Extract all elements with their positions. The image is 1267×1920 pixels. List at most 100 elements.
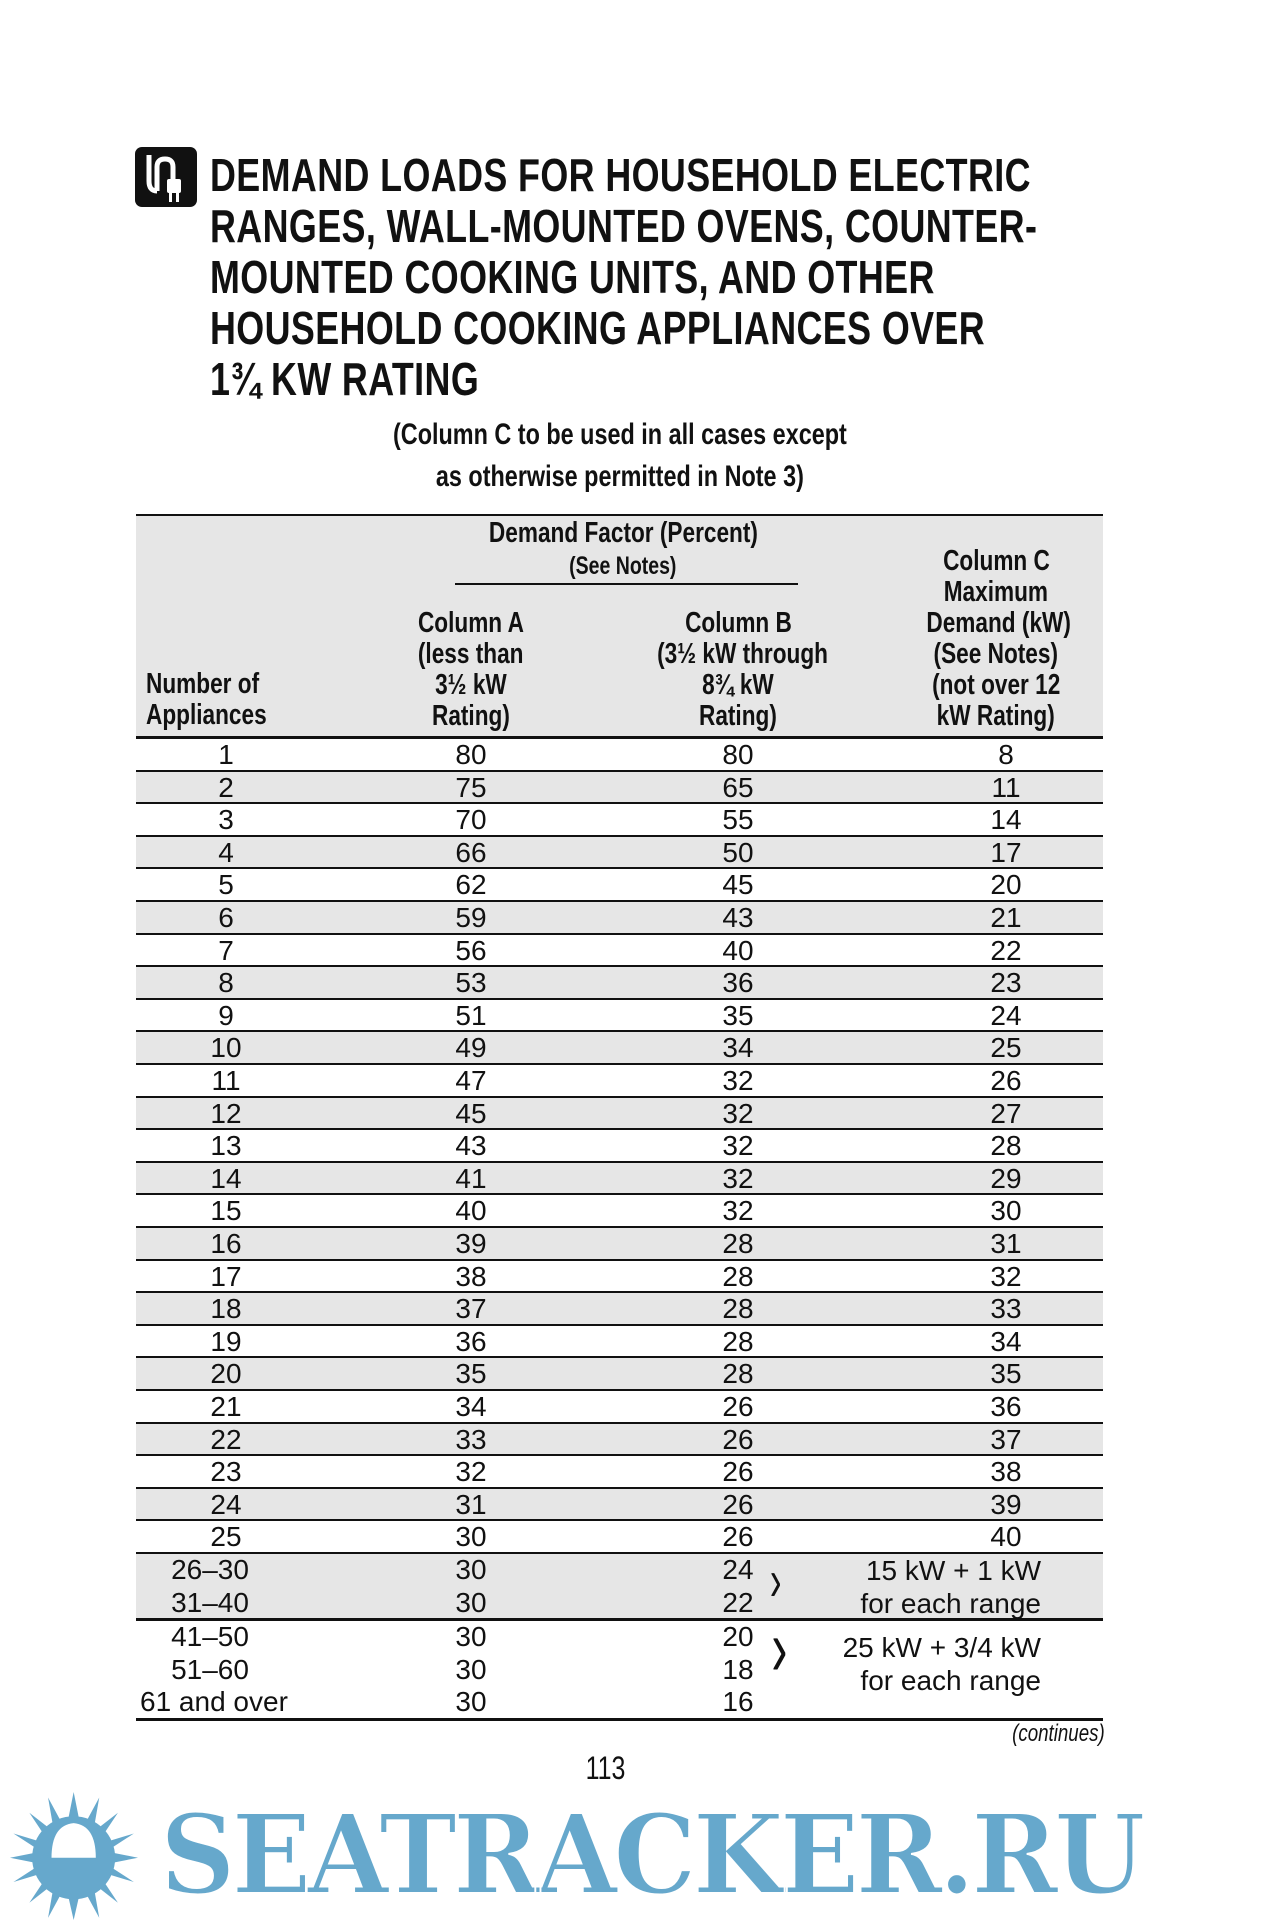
col-b-cell: 40 <box>722 934 754 966</box>
col-a-cell: 31 <box>455 1488 487 1520</box>
col-b-cell: 35 <box>722 999 754 1031</box>
number-cell: 61 and over <box>140 1686 288 1718</box>
col-a-cell: 75 <box>455 771 487 803</box>
col-c-cell: 40 <box>990 1521 1022 1553</box>
brace-icon: › <box>771 1603 788 1693</box>
col-a-cell: 35 <box>455 1358 487 1390</box>
watermark-text: SEATRACKER.RU <box>159 1790 1146 1919</box>
table-row: 15 40 32 30 <box>136 1195 1103 1228</box>
see-notes-label: (See Notes) <box>569 552 677 580</box>
col-b-cell: 26 <box>722 1423 754 1455</box>
col-b-cell: 16 <box>722 1686 754 1718</box>
continues-label: (continues) <box>1012 1720 1105 1747</box>
col-c-cell: 35 <box>990 1358 1022 1390</box>
col-b-cell: 18 <box>722 1653 754 1685</box>
col-a-cell: 30 <box>455 1521 487 1553</box>
col-b-cell: 80 <box>722 739 754 770</box>
table-row: 9 51 35 24 <box>136 1000 1103 1033</box>
table-row: 12 45 32 27 <box>136 1097 1103 1131</box>
number-cell: 1 <box>218 739 234 770</box>
table-row-group: 41–50 30 20 51–60 30 18 61 and over 30 16 › 25 kW … <box>136 1603 1103 1721</box>
col-c-cell: 11 <box>991 771 1021 803</box>
col-b-cell: 32 <box>722 1097 754 1129</box>
col-a-cell: 45 <box>455 1097 487 1129</box>
col-c-cell: 26 <box>990 1065 1022 1096</box>
number-cell: 4 <box>218 836 234 868</box>
col-a-cell: 43 <box>455 1130 487 1162</box>
col-a-cell: 30 <box>455 1621 487 1653</box>
col-number-header: Number of Appliances <box>146 668 267 731</box>
col-b-cell: 50 <box>722 836 754 868</box>
table-row: 4 66 50 17 <box>136 836 1103 870</box>
col-c-cell: 17 <box>990 836 1022 868</box>
col-b-cell: 45 <box>722 869 754 901</box>
note-line: for each range <box>860 1588 1041 1619</box>
col-c-cell: 24 <box>990 999 1022 1031</box>
col-b-cell: 28 <box>722 1260 754 1292</box>
col-c-cell: 23 <box>990 967 1022 999</box>
col-a-cell: 70 <box>455 804 487 836</box>
col-c-cell: 25 <box>990 1032 1022 1064</box>
col-b-cell: 26 <box>722 1521 754 1553</box>
col-c-cell: 29 <box>990 1162 1022 1194</box>
col-b-cell: 55 <box>722 804 754 836</box>
col-a-cell: 40 <box>455 1195 487 1227</box>
col-c-cell: 34 <box>990 1325 1022 1357</box>
col-a-cell: 49 <box>455 1032 487 1064</box>
number-cell: 7 <box>218 934 234 966</box>
title-line: DEMAND LOADS FOR HOUSEHOLD ELECTRIC <box>210 149 1031 201</box>
table-row: 51–60 30 18 <box>136 1654 1103 1687</box>
table-row: 7 56 40 22 <box>136 935 1103 968</box>
col-c-group-note: 25 kW + 3/4 kW for each range <box>801 1631 1041 1697</box>
col-c-cell: 31 <box>990 1228 1022 1259</box>
number-cell: 16 <box>210 1228 242 1259</box>
col-b-cell: 26 <box>722 1488 754 1520</box>
electric-plug-icon <box>135 147 197 207</box>
table-header: Demand Factor (Percent) (See Notes) Numb… <box>136 516 1103 737</box>
number-cell: 3 <box>218 804 234 836</box>
table-row: 8 53 36 23 <box>136 967 1103 1000</box>
number-cell: 12 <box>210 1097 242 1129</box>
col-c-cell: 36 <box>990 1391 1022 1422</box>
group-underline <box>455 583 798 585</box>
col-a-cell: 30 <box>455 1586 487 1618</box>
col-a-cell: 37 <box>455 1293 487 1325</box>
table-row: 2 75 65 11 <box>136 771 1103 805</box>
number-cell: 9 <box>218 999 234 1031</box>
col-a-cell: 33 <box>455 1423 487 1455</box>
col-a-cell: 66 <box>455 836 487 868</box>
number-cell: 8 <box>218 967 234 999</box>
col-a-cell: 36 <box>455 1325 487 1357</box>
note-line: for each range <box>860 1665 1041 1697</box>
table-row: 20 35 28 35 <box>136 1358 1103 1391</box>
number-cell: 6 <box>218 902 234 933</box>
table-row: 16 39 28 31 <box>136 1228 1103 1261</box>
page-number: 113 <box>585 1750 626 1786</box>
col-a-cell: 30 <box>455 1686 487 1718</box>
table-row: 61 and over 30 16 <box>136 1686 1103 1719</box>
demand-factor-header: Demand Factor (Percent) <box>488 517 758 549</box>
col-b-cell: 32 <box>722 1162 754 1194</box>
note-line: 15 kW + 1 kW <box>865 1555 1041 1586</box>
number-cell: 31–40 <box>171 1586 249 1618</box>
number-cell: 18 <box>210 1293 242 1325</box>
table-row: 19 36 28 34 <box>136 1326 1103 1359</box>
number-cell: 11 <box>211 1065 241 1096</box>
col-b-cell: 28 <box>722 1358 754 1390</box>
col-a-cell: 32 <box>455 1456 487 1488</box>
table-row: 41–50 30 20 <box>136 1621 1103 1654</box>
table-row-group: 26–30 30 24 31–40 30 22 › 15 kW + 1 kW for each … <box>136 1551 1103 1622</box>
col-c-cell: 21 <box>990 902 1022 933</box>
table-row: 17 38 28 32 <box>136 1261 1103 1294</box>
table-row: 3 70 55 14 <box>136 804 1103 837</box>
table-row: 13 43 32 28 <box>136 1130 1103 1163</box>
number-cell: 41–50 <box>171 1621 249 1653</box>
col-b-header: Column B (3½ kW through 8¾ kW Rating) <box>657 607 829 732</box>
table-top-rule <box>136 514 1103 516</box>
col-c-cell: 30 <box>990 1195 1022 1227</box>
col-b-cell: 36 <box>722 967 754 999</box>
col-b-cell: 28 <box>722 1325 754 1357</box>
number-cell: 24 <box>210 1488 242 1520</box>
number-cell: 17 <box>210 1260 242 1292</box>
number-cell: 13 <box>210 1130 242 1162</box>
